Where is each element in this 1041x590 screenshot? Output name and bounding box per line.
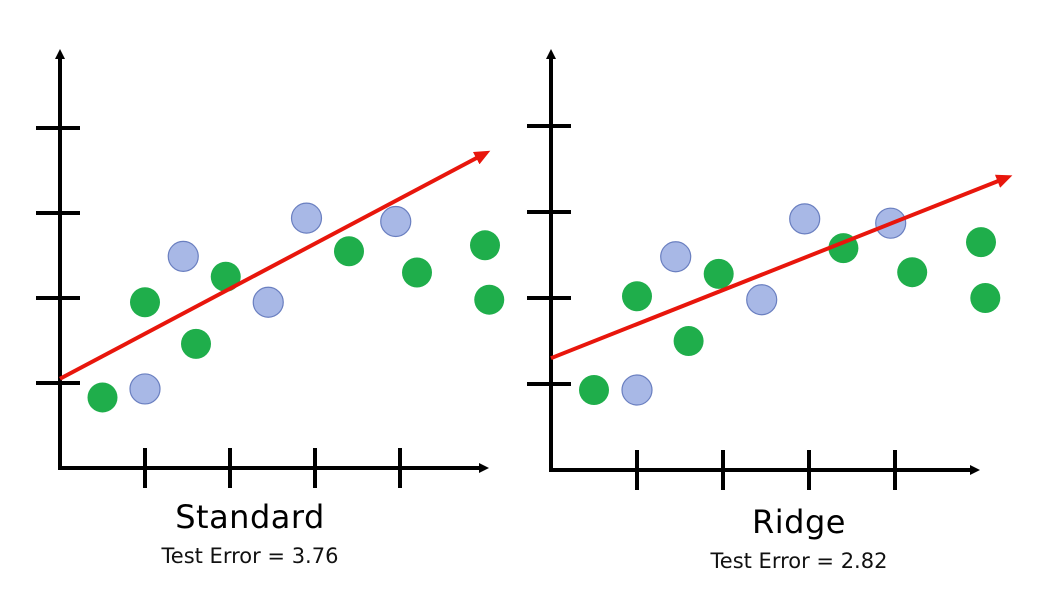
- data-point-green: [474, 284, 505, 315]
- data-point-green: [87, 382, 118, 413]
- data-point-blue: [746, 284, 778, 316]
- panel-standard: Standard Test Error = 3.76: [0, 0, 520, 590]
- data-point-blue: [660, 241, 692, 273]
- panel-ridge: Ridge Test Error = 2.82: [521, 0, 1041, 590]
- data-point-blue: [621, 374, 653, 406]
- data-point-green: [673, 326, 704, 356]
- data-point-green: [470, 230, 500, 261]
- data-point-green: [966, 227, 996, 258]
- data-point-green: [897, 257, 928, 288]
- data-point-green: [622, 281, 652, 312]
- data-point-green: [181, 328, 211, 359]
- chart-title-standard: Standard: [175, 498, 325, 536]
- data-point-green: [210, 261, 241, 292]
- data-point-blue: [290, 202, 323, 234]
- data-point-green: [402, 257, 432, 288]
- chart-standard: [36, 49, 505, 488]
- data-point-blue: [167, 240, 199, 272]
- data-point-blue: [129, 373, 161, 405]
- data-point-blue: [252, 286, 284, 318]
- data-point-green: [579, 375, 609, 406]
- data-point-green: [970, 283, 1001, 313]
- data-point-green: [703, 258, 734, 289]
- fit-line: [550, 174, 1013, 361]
- chart-title-ridge: Ridge: [752, 503, 846, 541]
- data-point-green: [334, 236, 364, 267]
- fit-line: [59, 150, 491, 381]
- test-error-standard: Test Error = 3.76: [161, 544, 339, 568]
- test-error-ridge: Test Error = 2.82: [710, 549, 888, 573]
- chart-ridge: [527, 49, 1013, 490]
- data-point-blue: [789, 203, 821, 235]
- data-point-blue: [380, 205, 412, 238]
- data-point-green: [130, 287, 160, 318]
